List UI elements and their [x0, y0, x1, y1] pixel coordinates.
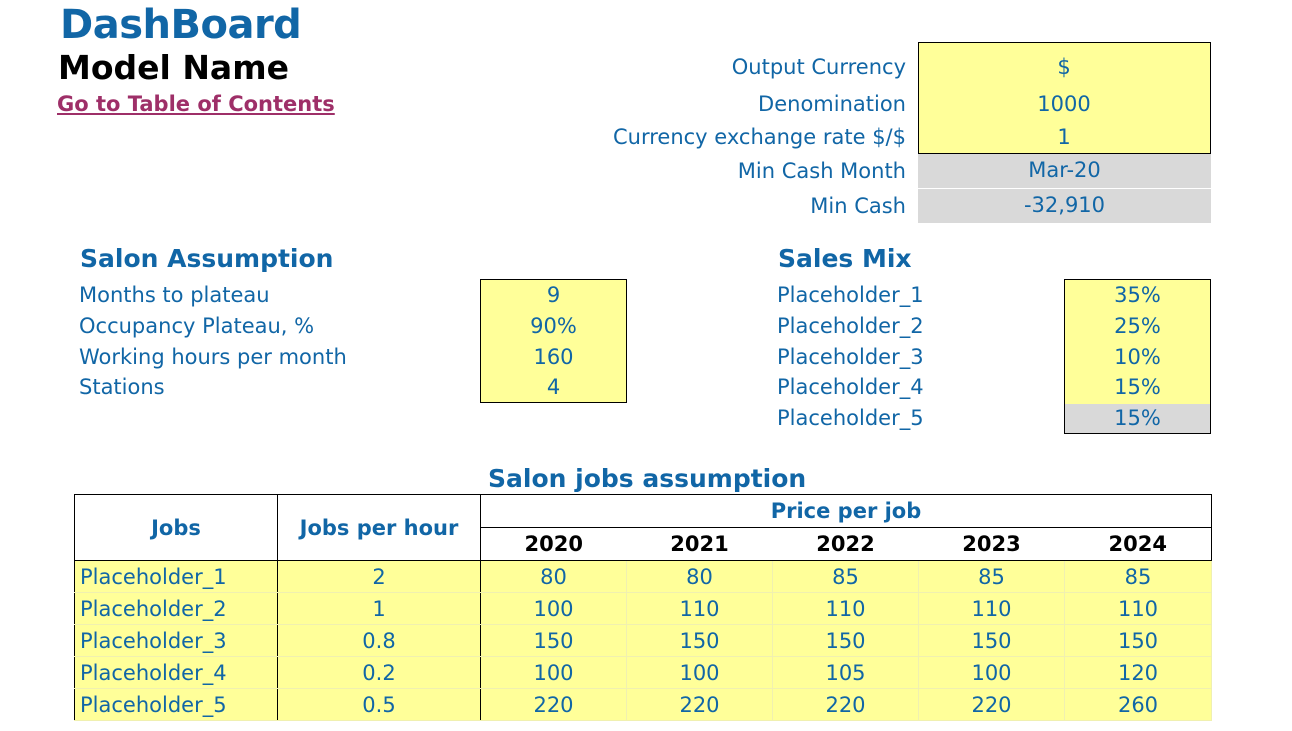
sales-mix-inputs: 35% 25% 10% 15% 15% — [1064, 279, 1211, 434]
price-cell[interactable]: 150 — [626, 624, 773, 657]
months-to-plateau-label: Months to plateau — [79, 283, 270, 307]
price-cell[interactable]: 220 — [772, 688, 919, 721]
sales-mix-calc-5: 15% — [1065, 404, 1210, 433]
working-hours-label: Working hours per month — [79, 345, 347, 369]
price-cell[interactable]: 100 — [480, 592, 627, 625]
price-cell[interactable]: 150 — [772, 624, 919, 657]
exchange-rate-label: Currency exchange rate $/$ — [613, 125, 906, 149]
year-header: 2023 — [918, 527, 1065, 561]
min-cash-month-value: Mar-20 — [918, 154, 1211, 189]
price-cell[interactable]: 85 — [918, 560, 1065, 593]
job-name: Placeholder_5 — [74, 688, 278, 721]
price-cell[interactable]: 150 — [480, 624, 627, 657]
sales-mix-title: Sales Mix — [778, 244, 912, 273]
price-cell[interactable]: 110 — [772, 592, 919, 625]
sales-mix-label-5: Placeholder_5 — [777, 406, 924, 430]
price-cell[interactable]: 110 — [1064, 592, 1212, 625]
year-header: 2024 — [1064, 527, 1212, 561]
price-cell[interactable]: 110 — [918, 592, 1065, 625]
jobs-table-title: Salon jobs assumption — [488, 464, 807, 493]
table-row: Placeholder_5 0.5 220 220 220 220 260 — [74, 688, 1212, 721]
min-cash-value: -32,910 — [918, 189, 1211, 223]
occupancy-plateau-label: Occupancy Plateau, % — [79, 314, 315, 338]
months-to-plateau-input[interactable]: 9 — [546, 283, 561, 307]
table-row: Placeholder_2 1 100 110 110 110 110 — [74, 592, 1212, 625]
model-name: Model Name — [58, 48, 289, 87]
jobs-per-hour-cell[interactable]: 0.5 — [277, 688, 481, 721]
year-header: 2020 — [480, 527, 627, 561]
sales-mix-label-4: Placeholder_4 — [777, 375, 924, 399]
price-cell[interactable]: 220 — [626, 688, 773, 721]
settings-input-box: $ 1000 1 — [918, 42, 1211, 154]
min-cash-label: Min Cash — [810, 194, 906, 218]
table-row: Placeholder_3 0.8 150 150 150 150 150 — [74, 624, 1212, 657]
price-cell[interactable]: 85 — [1064, 560, 1212, 593]
year-header: 2021 — [626, 527, 773, 561]
denomination-label: Denomination — [758, 92, 906, 116]
working-hours-input[interactable]: 160 — [533, 345, 574, 369]
price-cell[interactable]: 100 — [918, 656, 1065, 689]
price-cell[interactable]: 150 — [918, 624, 1065, 657]
col-price-header: Price per job — [480, 494, 1212, 528]
sales-mix-label-1: Placeholder_1 — [777, 283, 924, 307]
price-cell[interactable]: 150 — [1064, 624, 1212, 657]
jobs-per-hour-cell[interactable]: 0.8 — [277, 624, 481, 657]
salon-assumption-inputs: 9 90% 160 4 — [480, 279, 627, 403]
year-header: 2022 — [772, 527, 919, 561]
table-row: Placeholder_4 0.2 100 100 105 100 120 — [74, 656, 1212, 689]
price-cell[interactable]: 220 — [918, 688, 1065, 721]
job-name: Placeholder_2 — [74, 592, 278, 625]
price-cell[interactable]: 80 — [626, 560, 773, 593]
sales-mix-input-4[interactable]: 15% — [1114, 375, 1161, 399]
output-currency-input[interactable]: $ — [1057, 55, 1071, 79]
sales-mix-label-3: Placeholder_3 — [777, 345, 924, 369]
price-cell[interactable]: 100 — [626, 656, 773, 689]
price-cell[interactable]: 100 — [480, 656, 627, 689]
price-cell[interactable]: 110 — [626, 592, 773, 625]
col-jobs-per-hour-header: Jobs per hour — [277, 494, 481, 561]
price-cell[interactable]: 80 — [480, 560, 627, 593]
job-name: Placeholder_4 — [74, 656, 278, 689]
price-cell[interactable]: 120 — [1064, 656, 1212, 689]
toc-link[interactable]: Go to Table of Contents — [57, 92, 335, 116]
min-cash-month-label: Min Cash Month — [737, 159, 906, 183]
col-jobs-header: Jobs — [74, 494, 278, 561]
stations-label: Stations — [79, 375, 165, 399]
output-currency-label: Output Currency — [731, 55, 906, 79]
job-name: Placeholder_3 — [74, 624, 278, 657]
sales-mix-input-2[interactable]: 25% — [1114, 314, 1161, 338]
denomination-input[interactable]: 1000 — [1037, 92, 1091, 116]
occupancy-plateau-input[interactable]: 90% — [530, 314, 577, 338]
sales-mix-input-1[interactable]: 35% — [1114, 283, 1161, 307]
job-name: Placeholder_1 — [74, 560, 278, 593]
jobs-table: Jobs Jobs per hour Price per job 2020 20… — [74, 494, 1212, 721]
sales-mix-input-3[interactable]: 10% — [1114, 345, 1161, 369]
price-cell[interactable]: 85 — [772, 560, 919, 593]
jobs-per-hour-cell[interactable]: 1 — [277, 592, 481, 625]
jobs-per-hour-cell[interactable]: 0.2 — [277, 656, 481, 689]
price-cell[interactable]: 105 — [772, 656, 919, 689]
jobs-per-hour-cell[interactable]: 2 — [277, 560, 481, 593]
price-cell[interactable]: 220 — [480, 688, 627, 721]
price-cell[interactable]: 260 — [1064, 688, 1212, 721]
table-row: Placeholder_1 2 80 80 85 85 85 — [74, 560, 1212, 593]
exchange-rate-input[interactable]: 1 — [1057, 125, 1071, 149]
page-title: DashBoard — [60, 2, 302, 48]
sales-mix-label-2: Placeholder_2 — [777, 314, 924, 338]
stations-input[interactable]: 4 — [546, 375, 561, 399]
salon-assumption-title: Salon Assumption — [80, 244, 334, 273]
